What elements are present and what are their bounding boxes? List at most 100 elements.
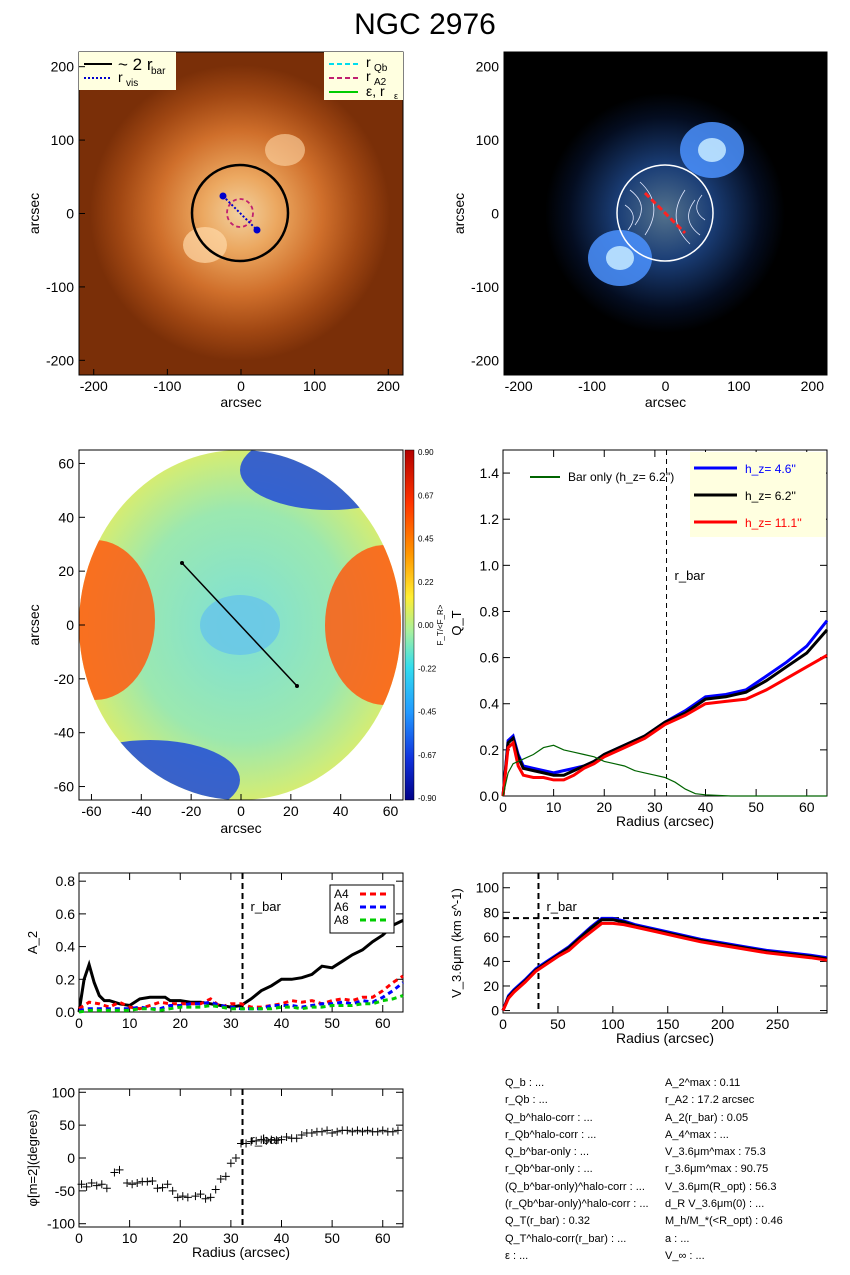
y-tick-label: 200 <box>476 59 500 75</box>
info-left-item: Q_T(r_bar) : 0.32 <box>505 1215 590 1228</box>
info-right-item: r_3.6μm^max : 90.75 <box>665 1163 769 1176</box>
panel-ratio-map: -60 -40 -20 0 20 40 60 60 40 20 0 -20 -40 -60 arcsec ar… <box>26 448 445 836</box>
series-line <box>501 921 828 1012</box>
x-tick-label: -200 <box>80 378 108 394</box>
svg-text:bar: bar <box>151 66 166 77</box>
x-tick-label: 200 <box>377 378 401 394</box>
phase-point <box>353 1126 362 1135</box>
phase-point <box>115 1165 124 1174</box>
x-tick-label: 0 <box>499 799 507 815</box>
bar-circle <box>190 163 290 263</box>
x-tick-label: -100 <box>578 378 606 394</box>
colorbar-tick-label: -0.67 <box>418 751 437 760</box>
x-tick-label: 20 <box>596 799 612 815</box>
phase-point <box>153 1184 162 1193</box>
phase-point <box>123 1178 132 1187</box>
info-right-list: A_2^max : 0.11 r_A2 : 17.2 arcsec A_2(r_… <box>665 1075 783 1265</box>
legend-label: h_z= 11.1'' <box>745 516 802 530</box>
y-tick-label: 50 <box>59 1117 75 1133</box>
x-tick-label: 150 <box>656 1016 680 1032</box>
svg-text:ε, r: ε, r <box>366 83 385 99</box>
colorbar-tick-label: 0.22 <box>418 578 434 587</box>
plot-frame <box>78 1088 404 1228</box>
phase-point <box>191 1192 200 1201</box>
x-tick-label: 30 <box>223 1015 239 1031</box>
y-tick-label: 0.4 <box>480 696 500 712</box>
x-tick-label: 10 <box>122 1015 138 1031</box>
y-tick-label: 100 <box>476 132 500 148</box>
info-right-item: V_3.6μm^max : 75.3 <box>665 1146 766 1159</box>
y-axis-label: φ[m=2](degrees) <box>25 1110 40 1207</box>
y-tick-label: 100 <box>476 880 500 896</box>
y-tick-label: 200 <box>51 59 75 75</box>
x-tick-label: 0 <box>662 378 670 394</box>
y-tick-label: -100 <box>471 279 499 295</box>
image2-axes: -200 -100 0 100 200 200 100 0 -100 -200 arcsec arcs… <box>451 59 824 410</box>
x-tick-label: 200 <box>801 378 825 394</box>
y-tick-label: 20 <box>483 978 499 994</box>
phase-point <box>158 1183 167 1192</box>
y-tick-label: 40 <box>483 953 499 969</box>
y-tick-label: 60 <box>58 455 74 471</box>
y-tick-label: 0.2 <box>56 971 76 987</box>
phase-point <box>168 1186 177 1195</box>
y-tick-label: 0.8 <box>480 603 500 619</box>
x-axis-label: Radius (arcsec) <box>616 1030 714 1046</box>
legend-label: h_z= 4.6'' <box>745 462 796 476</box>
phase-point <box>128 1180 137 1189</box>
phase-point <box>363 1126 372 1135</box>
info-right-item: V_∞ : ... <box>665 1249 705 1262</box>
y-tick-label: -100 <box>47 1216 75 1232</box>
phase-point <box>226 1159 235 1168</box>
phase-point <box>297 1131 306 1139</box>
legend-left <box>79 52 176 90</box>
rbar-label: r_bar <box>675 568 706 583</box>
y-tick-label: 80 <box>483 904 499 920</box>
phase-point <box>77 1180 86 1189</box>
info-left-item: (r_Qb^bar-only)^halo-corr : ... <box>505 1198 649 1211</box>
phase-point <box>163 1180 172 1189</box>
colorbar <box>404 449 415 801</box>
info-right-item: r_A2 : 17.2 arcsec <box>665 1094 755 1107</box>
x-tick-label: 40 <box>333 803 349 819</box>
phase-point <box>206 1193 215 1202</box>
x-tick-label: 30 <box>223 1230 239 1246</box>
phase-point <box>178 1192 187 1201</box>
phase-point <box>328 1129 337 1138</box>
colorbar-tick-label: -0.90 <box>418 794 437 803</box>
x-tick-label: 30 <box>647 799 663 815</box>
legend-label: A4 <box>334 887 349 901</box>
x-axis-label: Radius (arcsec) <box>616 813 714 829</box>
info-left-item: Q_b^halo-corr : ... <box>505 1111 593 1124</box>
series-line <box>77 919 404 1013</box>
y-tick-label: -200 <box>471 352 499 368</box>
phase-point <box>323 1126 332 1135</box>
y-axis-label: arcsec <box>26 604 42 645</box>
phase-point <box>388 1127 397 1136</box>
phase-point <box>343 1126 352 1135</box>
phase-point <box>183 1193 192 1202</box>
force-contours <box>624 181 706 245</box>
phase-point <box>247 1137 256 1146</box>
phase-point <box>262 1136 271 1145</box>
info-right-item: A_2(r_bar) : 0.05 <box>665 1111 749 1124</box>
colorbar-tick-label: 0.00 <box>418 621 434 630</box>
phase-point <box>333 1127 342 1136</box>
y-tick-label: 100 <box>51 132 75 148</box>
x-tick-label: 60 <box>375 1015 391 1031</box>
y-tick-label: -60 <box>54 779 74 795</box>
x-tick-label: 50 <box>324 1230 340 1246</box>
y-tick-label: -200 <box>46 352 74 368</box>
y-tick-label: 0.8 <box>56 873 76 889</box>
x-tick-label: 100 <box>601 1016 625 1032</box>
info-left-item: ε : ... <box>505 1249 529 1262</box>
phase-point <box>292 1134 301 1143</box>
phase-point <box>267 1135 276 1144</box>
chart-phase: 0 10 20 30 40 50 60 100 50 0 -50 -100 Radius (arcsec… <box>25 1084 404 1260</box>
phase-point <box>252 1136 261 1145</box>
info-right-item: a : ... <box>665 1232 690 1245</box>
x-axis-label: arcsec <box>220 394 261 410</box>
info-left-item: (Q_b^bar-only)^halo-corr : ... <box>505 1180 645 1193</box>
plot-frame <box>502 872 828 1014</box>
